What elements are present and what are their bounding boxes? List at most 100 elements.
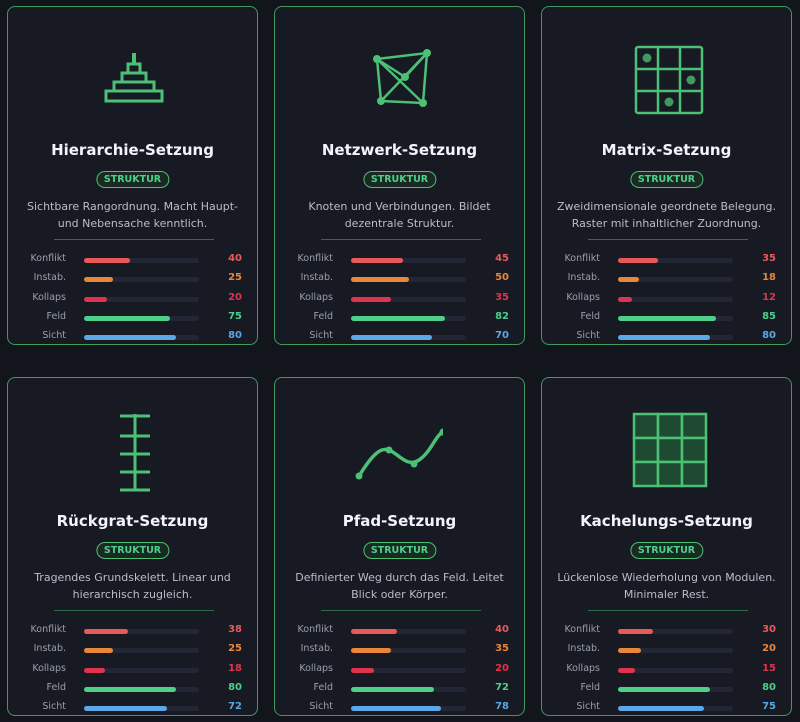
stat-bar bbox=[618, 706, 705, 712]
tag-badge: STRUKTUR bbox=[629, 542, 704, 559]
stat-bar bbox=[84, 686, 176, 692]
stat-bar bbox=[84, 706, 167, 712]
stat-track bbox=[84, 296, 199, 302]
stat-label: Feld bbox=[313, 310, 333, 322]
stat-track bbox=[618, 648, 733, 654]
stat-bar bbox=[84, 335, 176, 341]
stat-value: 80 bbox=[228, 330, 242, 342]
stat-label: Kollaps bbox=[299, 291, 333, 303]
stat-track bbox=[351, 629, 466, 634]
stat-track bbox=[84, 629, 199, 634]
stat-track bbox=[351, 648, 466, 654]
stat-value: 20 bbox=[762, 643, 776, 655]
stat-value: 80 bbox=[762, 681, 776, 693]
description-line: hierarchisch zugleich. bbox=[72, 588, 193, 601]
stat-label: Konflikt bbox=[297, 253, 333, 264]
stat-label: Instab. bbox=[33, 643, 66, 655]
stat-bar bbox=[351, 706, 441, 712]
divider bbox=[588, 239, 748, 240]
description-line: dezentrale Struktur. bbox=[344, 217, 455, 230]
stat-bar bbox=[351, 296, 392, 302]
stat-label: Konflikt bbox=[30, 253, 66, 264]
divider bbox=[54, 239, 214, 240]
stat-value: 35 bbox=[495, 643, 509, 655]
stat-track bbox=[618, 277, 733, 283]
stat-bar bbox=[618, 629, 653, 634]
stat-track bbox=[84, 277, 199, 283]
stat-track bbox=[351, 335, 466, 341]
stat-track bbox=[618, 335, 733, 341]
stat-value: 72 bbox=[495, 681, 509, 693]
stat-track bbox=[84, 315, 199, 321]
stat-value: 78 bbox=[495, 701, 509, 713]
stat-label: Feld bbox=[580, 681, 600, 693]
stat-track bbox=[84, 258, 199, 263]
stat-bar bbox=[351, 277, 409, 283]
card-icon bbox=[634, 45, 704, 115]
tag-badge: STRUKTUR bbox=[362, 171, 437, 188]
stat-value: 25 bbox=[228, 272, 242, 284]
description-line: Sichtbare Rangordnung. Macht Haupt- bbox=[27, 200, 238, 213]
stat-track bbox=[618, 315, 733, 321]
tag-badge: STRUKTUR bbox=[629, 171, 704, 188]
divider bbox=[588, 610, 748, 611]
stat-label: Sicht bbox=[42, 330, 66, 342]
stat-label: Sicht bbox=[309, 701, 333, 713]
stat-label: Sicht bbox=[42, 701, 66, 713]
stat-label: Kollaps bbox=[566, 662, 600, 674]
stat-track bbox=[351, 706, 466, 712]
stat-track bbox=[84, 686, 199, 692]
stat-bar bbox=[351, 648, 392, 654]
stat-value: 50 bbox=[495, 272, 509, 284]
stat-track bbox=[618, 667, 733, 673]
stat-track bbox=[618, 258, 733, 263]
stat-bar bbox=[84, 258, 130, 263]
stat-value: 80 bbox=[762, 330, 776, 342]
stat-bar bbox=[618, 277, 639, 283]
card: Hierarchie-Setzung STRUKTUR Sichtbare Rang… bbox=[7, 6, 258, 345]
stat-track bbox=[351, 667, 466, 673]
card-icon bbox=[632, 412, 708, 488]
stat-label: Feld bbox=[46, 310, 66, 322]
stat-track bbox=[618, 629, 733, 634]
stat-value: 12 bbox=[762, 291, 776, 303]
card-title: Kachelungs-Setzung bbox=[580, 512, 753, 530]
stat-value: 30 bbox=[762, 624, 776, 635]
description-line: Minimaler Rest. bbox=[623, 588, 710, 601]
stat-track bbox=[351, 258, 466, 263]
stat-value: 18 bbox=[228, 662, 242, 674]
stat-track bbox=[84, 335, 199, 341]
description-line: Lückenlose Wiederholung von Modulen. bbox=[557, 571, 776, 584]
stat-value: 20 bbox=[495, 662, 509, 674]
stat-bar bbox=[84, 315, 171, 321]
stat-label: Instab. bbox=[33, 272, 66, 284]
card: Matrix-Setzung STRUKTUR Zweidimensionale g… bbox=[541, 6, 792, 345]
stat-value: 85 bbox=[762, 310, 776, 322]
stat-track bbox=[351, 315, 466, 321]
card-icon bbox=[120, 414, 150, 492]
card-title: Hierarchie-Setzung bbox=[51, 141, 214, 159]
stat-value: 45 bbox=[495, 253, 509, 264]
stat-track bbox=[351, 277, 466, 283]
stat-bar bbox=[84, 296, 107, 302]
description-line: Raster mit inhaltlicher Zuordnung. bbox=[571, 217, 762, 230]
stat-value: 25 bbox=[228, 643, 242, 655]
description-line: Definierter Weg durch das Feld. Leitet bbox=[295, 571, 504, 584]
stat-bar bbox=[618, 648, 641, 654]
card: Netzwerk-Setzung STRUKTUR Knoten und Verbi… bbox=[274, 6, 525, 345]
stat-value: 72 bbox=[228, 701, 242, 713]
stat-value: 40 bbox=[228, 253, 242, 264]
stat-label: Kollaps bbox=[32, 662, 66, 674]
stat-label: Instab. bbox=[567, 643, 600, 655]
stat-bar bbox=[351, 315, 446, 321]
stat-label: Konflikt bbox=[297, 624, 333, 635]
stat-track bbox=[351, 686, 466, 692]
stat-bar bbox=[351, 667, 374, 673]
card: Pfad-Setzung STRUKTUR Definierter Weg durc… bbox=[274, 377, 525, 716]
stat-value: 35 bbox=[762, 253, 776, 264]
stat-value: 15 bbox=[762, 662, 776, 674]
stat-label: Kollaps bbox=[299, 662, 333, 674]
description-line: Blick oder Körper. bbox=[351, 588, 448, 601]
stat-bar bbox=[351, 258, 403, 263]
stat-bar bbox=[351, 629, 397, 634]
